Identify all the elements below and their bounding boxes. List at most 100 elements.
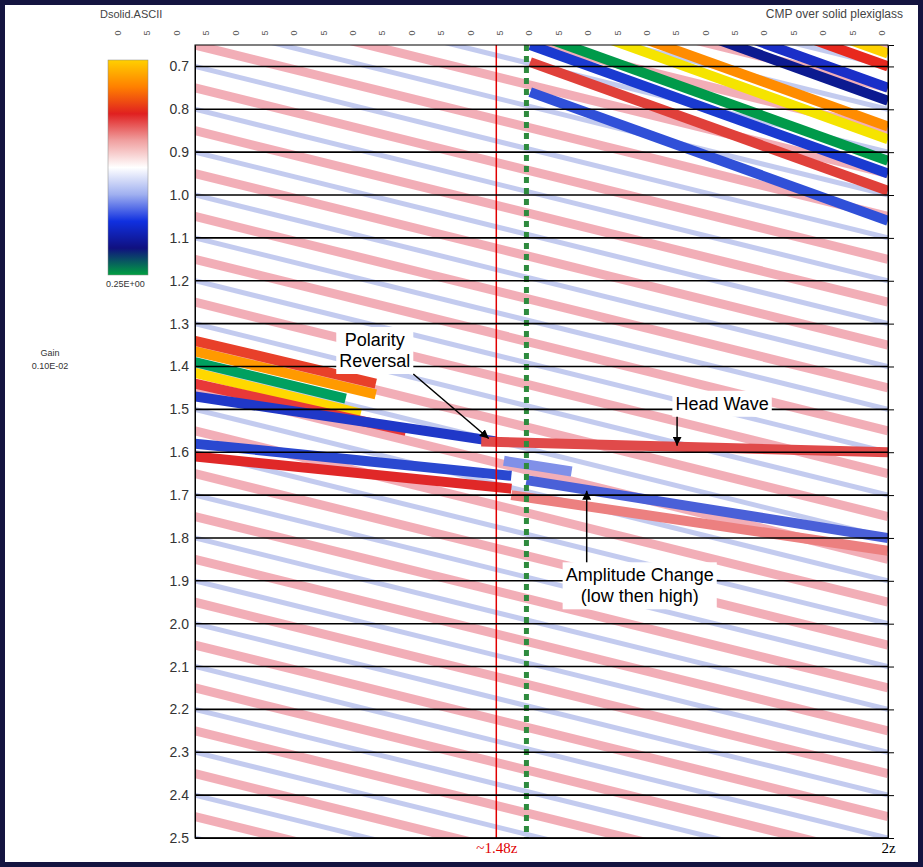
y-tick-right — [888, 624, 894, 625]
y-tick-mark-right — [888, 409, 894, 410]
background-stripe — [195, 452, 888, 623]
seismic-event — [530, 62, 888, 191]
annotation-box — [336, 327, 413, 374]
y-tick: 0.8 — [170, 101, 195, 117]
y-tick: 1.9 — [170, 573, 195, 589]
y-tick-mark-right — [888, 66, 894, 67]
trace-label: 0 — [701, 30, 711, 35]
x-tick: 2z — [881, 838, 896, 856]
y-tick-right — [888, 109, 894, 110]
seismic-event — [504, 461, 572, 472]
background-stripe — [195, 474, 888, 645]
y-tick-mark-right — [888, 795, 894, 796]
trace-label: 5 — [319, 30, 329, 35]
trace-label: 5 — [201, 30, 211, 35]
plot-marks — [195, 45, 888, 838]
annotation-box — [672, 391, 771, 417]
grid-line — [195, 66, 888, 68]
x-tick: ~1.48z — [476, 838, 517, 856]
y-tick-label: 1.4 — [170, 358, 190, 374]
trace-label: 5 — [377, 30, 387, 35]
y-tick-label: 0.9 — [170, 144, 190, 160]
y-tick-mark-right — [888, 281, 894, 282]
y-tick-mark-right — [888, 495, 894, 496]
plot-frame — [195, 45, 888, 838]
page-background — [5, 5, 918, 862]
annotation-line: Reversal — [339, 351, 410, 371]
annotation-line: Amplitude Change — [566, 565, 714, 585]
grid-line — [195, 237, 888, 239]
chart-svg: 0.70.80.91.01.11.21.31.41.51.61.71.81.92… — [0, 0, 923, 867]
y-tick-label: 0.7 — [170, 58, 190, 74]
trace-label: 5 — [260, 30, 270, 35]
trace-label: 0 — [172, 30, 182, 35]
grid-line — [195, 108, 888, 110]
grid-line — [195, 580, 888, 582]
y-tick-label: 1.6 — [170, 444, 190, 460]
annotation: Head Wave — [672, 391, 771, 446]
vertical-line — [496, 45, 498, 838]
y-tick: 0.9 — [170, 144, 195, 160]
y-tick: 1.2 — [170, 273, 195, 289]
y-tick-label: 0.8 — [170, 101, 190, 117]
background-stripe — [195, 774, 888, 838]
y-tick-label: 1.9 — [170, 573, 190, 589]
annotation-text: Amplitude Change(low then high) — [566, 565, 714, 606]
y-tick-right — [888, 281, 894, 282]
y-tick-mark-right — [888, 538, 894, 539]
seismic-event — [511, 495, 888, 551]
trace-label: 0 — [759, 30, 769, 35]
y-tick-label: 1.1 — [170, 230, 190, 246]
y-tick-right — [888, 152, 894, 153]
y-tick-mark-right — [888, 624, 894, 625]
background-stripe — [195, 345, 888, 516]
y-tick: 1.1 — [170, 230, 195, 246]
grid-line — [195, 151, 888, 153]
y-tick: 1.7 — [170, 487, 195, 503]
background-stripe — [195, 302, 888, 473]
annotation-text: Head Wave — [675, 394, 768, 414]
y-tick-label: 1.8 — [170, 530, 190, 546]
gain-value: 0.10E-02 — [32, 361, 69, 371]
y-tick-label: 2.4 — [170, 787, 190, 803]
background-stripe — [195, 602, 888, 773]
background-stripe — [195, 559, 888, 730]
y-tick-right — [888, 366, 894, 367]
y-axis-right — [888, 46, 894, 839]
grid-line — [195, 366, 888, 368]
background-stripe — [195, 517, 888, 688]
x-tick-label: 2z — [881, 840, 896, 856]
page-border — [0, 0, 923, 867]
vertical-line — [524, 45, 529, 838]
annotation: PolarityReversal — [336, 327, 489, 439]
y-tick: 1.3 — [170, 316, 195, 332]
y-tick: 2.2 — [170, 701, 195, 717]
y-tick-right — [888, 752, 894, 753]
background-stripe — [195, 88, 888, 259]
background-stripe — [195, 538, 888, 709]
trace-label: 0 — [407, 30, 417, 35]
y-tick-label: 2.2 — [170, 701, 190, 717]
trace-label: 0 — [231, 30, 241, 35]
y-tick-mark-right — [888, 581, 894, 582]
trace-label: 5 — [495, 30, 505, 35]
background-stripe — [195, 431, 888, 602]
y-tick-mark-right — [888, 324, 894, 325]
background-stripe — [195, 752, 888, 838]
x-tick-label: ~1.48z — [476, 840, 517, 856]
colorbar — [108, 60, 148, 275]
seismic-event — [195, 396, 496, 441]
background-stripe — [195, 624, 888, 795]
y-axis: 0.70.80.91.01.11.21.31.41.51.61.71.81.92… — [170, 46, 196, 846]
background-stripe — [195, 581, 888, 752]
background-stripe — [195, 667, 888, 838]
grid-line — [195, 194, 888, 196]
chart-root: 0.70.80.91.01.11.21.31.41.51.61.71.81.92… — [0, 0, 923, 867]
background-stripe — [195, 324, 888, 495]
title: Dsolid.ASCII — [100, 8, 162, 20]
y-tick-right — [888, 709, 894, 710]
y-tick: 2.1 — [170, 659, 195, 675]
y-tick-mark-right — [888, 195, 894, 196]
y-tick-right — [888, 452, 894, 453]
grid — [195, 66, 888, 838]
